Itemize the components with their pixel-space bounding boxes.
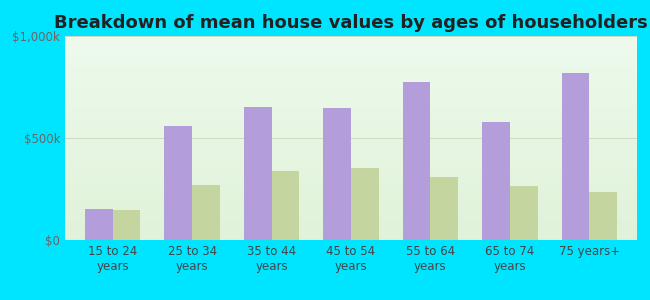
Bar	[590, 192, 617, 240]
Bar	[482, 122, 510, 240]
Title: Breakdown of mean house values by ages of householders: Breakdown of mean house values by ages o…	[54, 14, 648, 32]
Bar	[272, 171, 300, 240]
Bar	[562, 73, 590, 240]
Bar	[192, 185, 220, 240]
Bar	[351, 168, 379, 240]
Bar	[430, 177, 458, 240]
Bar	[323, 108, 351, 240]
Bar	[402, 82, 430, 240]
Bar	[85, 209, 112, 240]
Bar	[244, 107, 272, 240]
Bar	[164, 126, 192, 240]
Bar	[510, 186, 538, 240]
Bar	[112, 210, 140, 240]
